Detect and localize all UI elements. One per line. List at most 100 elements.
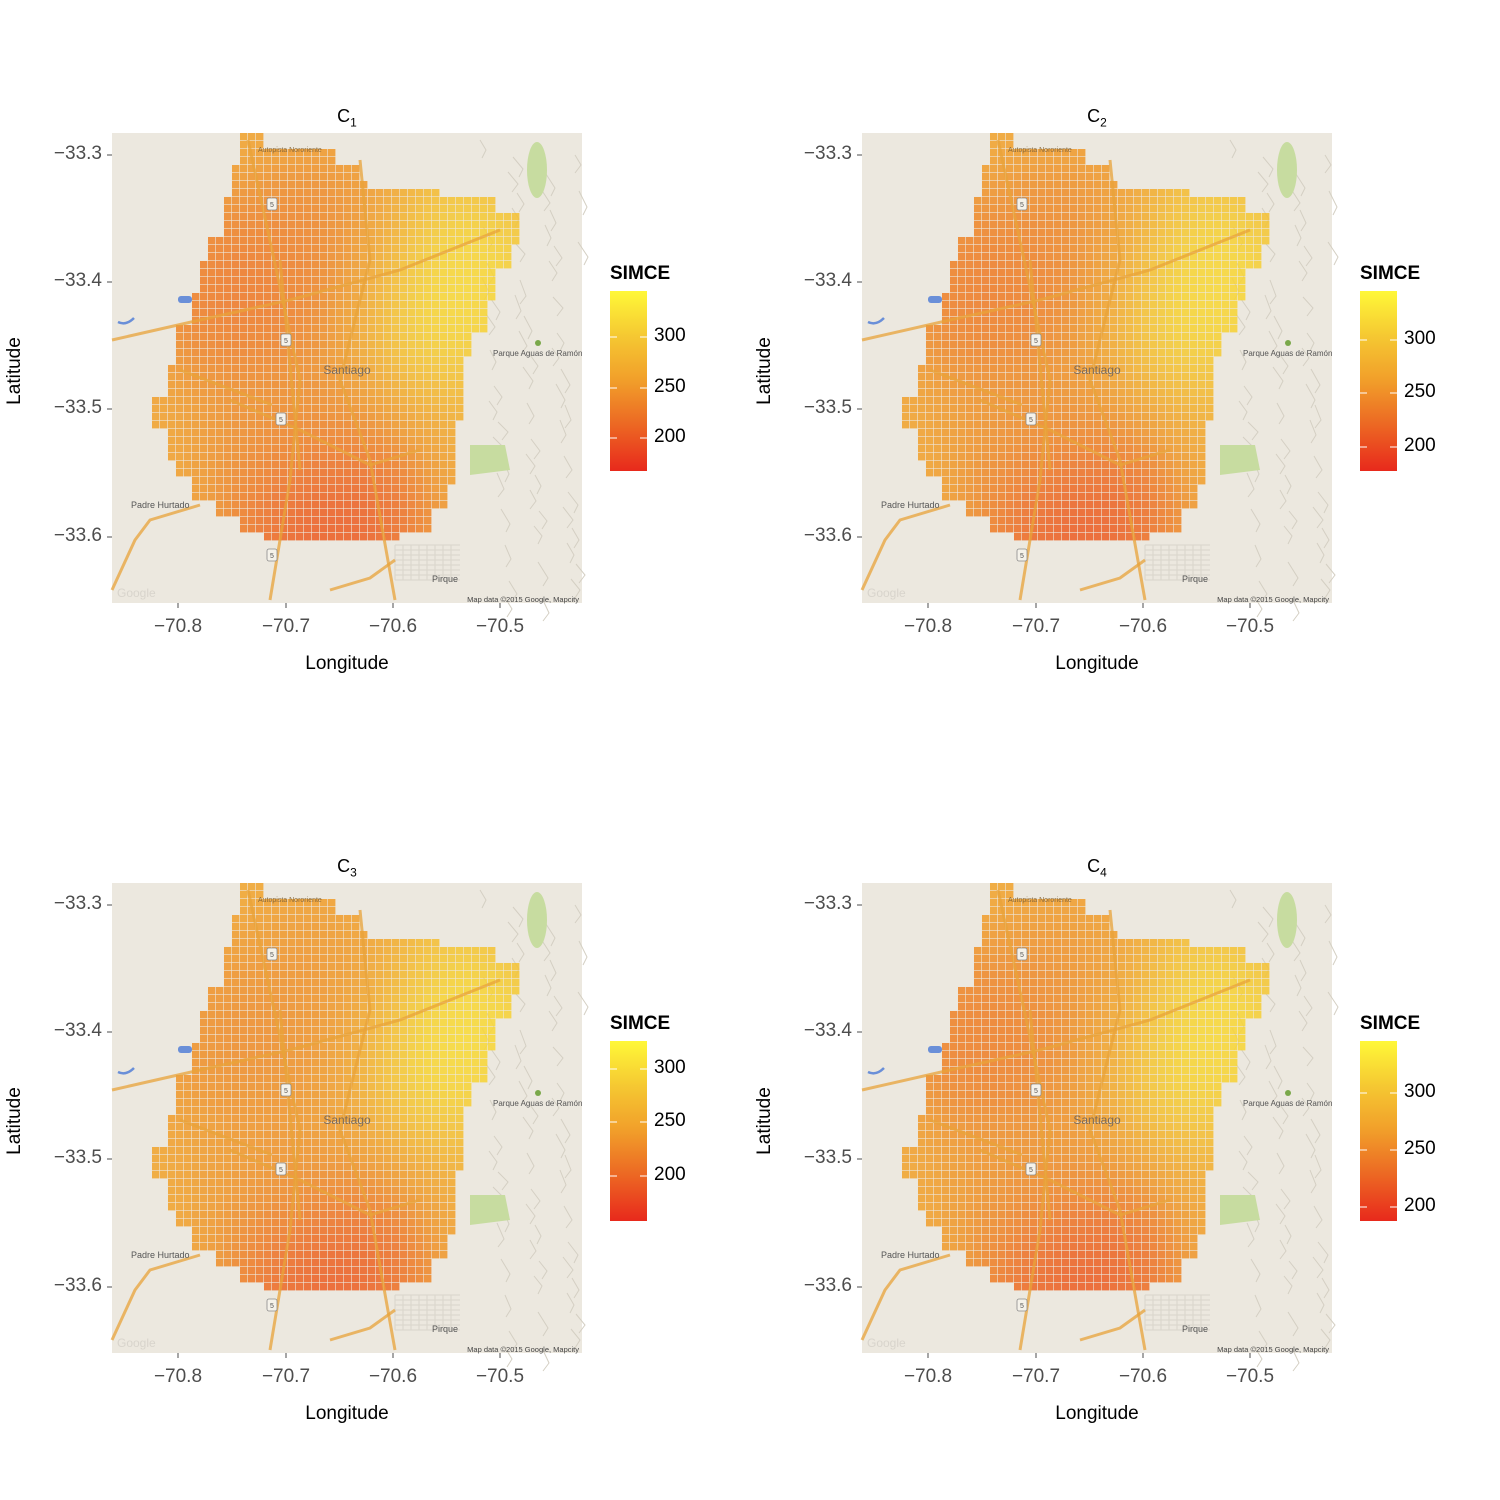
- heat-cell: [296, 157, 304, 165]
- heat-cell: [1086, 389, 1094, 397]
- heat-cell: [208, 325, 216, 333]
- heat-cell: [328, 979, 336, 987]
- heat-cell: [424, 317, 432, 325]
- heat-cell: [440, 389, 448, 397]
- heat-cell: [400, 341, 408, 349]
- heat-cell: [304, 1235, 312, 1243]
- heat-cell: [296, 1027, 304, 1035]
- heat-cell: [232, 269, 240, 277]
- heat-cell: [232, 1075, 240, 1083]
- heat-cell: [168, 397, 176, 405]
- heat-cell: [1046, 365, 1054, 373]
- heat-cell: [264, 1019, 272, 1027]
- heat-cell: [990, 157, 998, 165]
- heat-cell: [1222, 261, 1230, 269]
- heat-cell: [368, 1019, 376, 1027]
- heat-cell: [448, 1139, 456, 1147]
- heat-cell: [256, 899, 264, 907]
- heat-cell: [336, 1179, 344, 1187]
- heat-cell: [1214, 317, 1222, 325]
- heat-cell: [1158, 365, 1166, 373]
- heat-cell: [1214, 261, 1222, 269]
- heat-cell: [360, 1099, 368, 1107]
- heat-cell: [1126, 373, 1134, 381]
- heat-cell: [376, 1131, 384, 1139]
- heat-cell: [384, 1155, 392, 1163]
- heat-cell: [982, 405, 990, 413]
- heat-cell: [272, 341, 280, 349]
- heat-cell: [1006, 205, 1014, 213]
- heat-cell: [448, 445, 456, 453]
- heat-cell: [288, 397, 296, 405]
- heat-cell: [240, 1075, 248, 1083]
- heat-cell: [248, 955, 256, 963]
- heat-cell: [1166, 309, 1174, 317]
- heat-cell: [208, 1099, 216, 1107]
- heat-cell: [280, 1211, 288, 1219]
- heat-cell: [288, 197, 296, 205]
- heat-cell: [424, 349, 432, 357]
- heat-cell: [280, 955, 288, 963]
- heat-cell: [384, 533, 392, 541]
- heat-cell: [1006, 253, 1014, 261]
- heat-cell: [1014, 269, 1022, 277]
- heat-cell: [360, 501, 368, 509]
- heat-cell: [440, 955, 448, 963]
- heat-cell: [168, 405, 176, 413]
- heat-cell: [416, 1211, 424, 1219]
- heat-cell: [448, 1091, 456, 1099]
- heat-cell: [224, 213, 232, 221]
- heat-cell: [1158, 445, 1166, 453]
- heat-cell: [1022, 341, 1030, 349]
- heat-cell: [1166, 341, 1174, 349]
- heat-cell: [400, 253, 408, 261]
- heat-cell: [344, 1083, 352, 1091]
- heat-cell: [256, 1211, 264, 1219]
- heat-cell: [990, 373, 998, 381]
- heat-cell: [1054, 341, 1062, 349]
- heat-cell: [328, 1251, 336, 1259]
- heat-cell: [1014, 461, 1022, 469]
- heat-cell: [432, 445, 440, 453]
- heat-cell: [1094, 301, 1102, 309]
- heat-cell: [1086, 293, 1094, 301]
- heat-cell: [488, 1011, 496, 1019]
- heat-cell: [1094, 229, 1102, 237]
- heat-cell: [264, 915, 272, 923]
- heat-cell: [1118, 405, 1126, 413]
- heat-cell: [232, 1131, 240, 1139]
- heat-cell: [1014, 397, 1022, 405]
- heat-cell: [352, 923, 360, 931]
- heat-cell: [1142, 205, 1150, 213]
- heat-cell: [160, 1171, 168, 1179]
- heat-cell: [1126, 285, 1134, 293]
- heat-cell: [224, 429, 232, 437]
- heat-cell: [1110, 501, 1118, 509]
- heat-cell: [280, 205, 288, 213]
- heat-cell: [448, 1195, 456, 1203]
- heat-cell: [448, 1003, 456, 1011]
- heat-cell: [1022, 293, 1030, 301]
- park-area: [1220, 445, 1260, 475]
- heat-cell: [320, 325, 328, 333]
- heat-cell: [312, 1019, 320, 1027]
- heat-cell: [320, 1107, 328, 1115]
- heat-cell: [974, 221, 982, 229]
- heat-cell: [368, 1075, 376, 1083]
- heat-cell: [1110, 341, 1118, 349]
- heat-cell: [942, 309, 950, 317]
- heat-cell: [400, 437, 408, 445]
- heat-cell: [1182, 277, 1190, 285]
- heat-cell: [416, 525, 424, 533]
- heat-cell: [240, 1035, 248, 1043]
- heat-cell: [1006, 317, 1014, 325]
- heat-cell: [224, 413, 232, 421]
- heat-cell: [248, 181, 256, 189]
- heat-cell: [232, 979, 240, 987]
- heat-cell: [1046, 349, 1054, 357]
- heat-cell: [256, 1115, 264, 1123]
- heat-cell: [1046, 309, 1054, 317]
- heat-cell: [264, 1283, 272, 1291]
- heat-cell: [974, 405, 982, 413]
- heat-cell: [1062, 421, 1070, 429]
